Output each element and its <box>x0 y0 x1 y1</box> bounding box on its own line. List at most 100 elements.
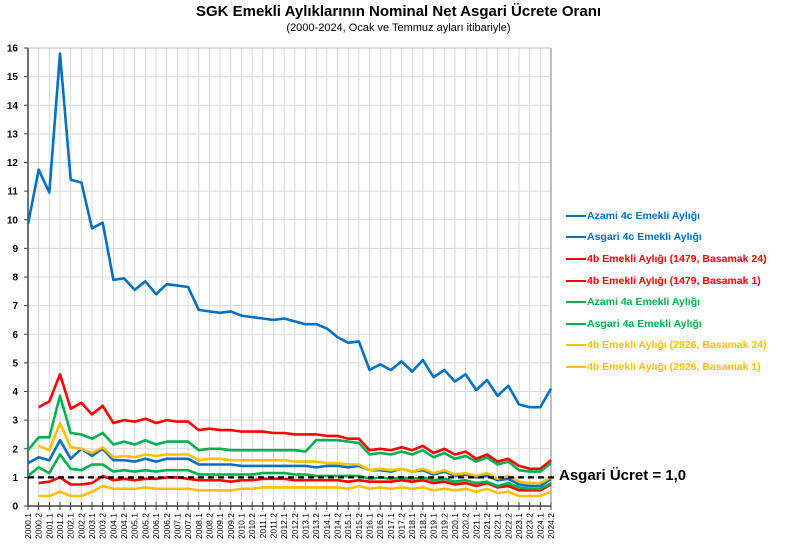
y-tick-label: 15 <box>7 72 19 83</box>
y-tick-label: 9 <box>12 244 18 255</box>
legend-label: 4b Emekli Aylığı (2926, Basamak 1) <box>587 360 761 373</box>
x-tick-label: 2014.2 <box>333 513 343 539</box>
x-tick-label: 2024.1 <box>535 513 545 539</box>
legend-label: Asgari 4c Emekli Aylığı <box>587 231 702 244</box>
y-tick-label: 8 <box>12 273 18 284</box>
y-tick-label: 5 <box>12 358 18 369</box>
x-tick-label: 2018.1 <box>407 513 417 539</box>
series-line-5 <box>26 394 552 473</box>
legend-item: 4b Emekli Aylığı (1479, Basamak 1) <box>566 270 767 292</box>
x-tick-label: 2007.1 <box>172 513 182 539</box>
x-tick-label: 2010.2 <box>247 513 257 539</box>
x-tick-label: 2006.2 <box>162 513 172 539</box>
x-tick-label: 2024.2 <box>546 513 556 539</box>
x-tick-label: 2021.1 <box>471 513 481 539</box>
legend-item: 4b Emekli Aylığı (1479, Basamak 24) <box>566 248 767 270</box>
legend-swatch <box>566 257 586 260</box>
x-tick-label: 2006.1 <box>151 513 161 539</box>
legend-item: 4b Emekli Aylığı (2926, Basamak 24) <box>566 335 767 357</box>
x-tick-label: 2015.1 <box>343 513 353 539</box>
legend-swatch <box>566 301 586 304</box>
series-line-6 <box>27 453 552 491</box>
x-tick-label: 2001.1 <box>44 513 54 539</box>
y-tick-label: 10 <box>7 215 19 226</box>
x-tick-label: 2023.2 <box>525 513 535 539</box>
x-tick-label: 2013.1 <box>301 513 311 539</box>
x-tick-label: 2020.2 <box>461 513 471 539</box>
y-tick-label: 3 <box>12 416 18 427</box>
x-tick-label: 2011.2 <box>268 513 278 539</box>
y-tick-label: 0 <box>12 502 18 513</box>
x-tick-label: 2016.1 <box>365 513 375 539</box>
x-tick-label: 2001.2 <box>55 513 65 539</box>
legend-item: Asgari 4c Emekli Aylığı <box>566 227 767 249</box>
x-tick-label: 2007.2 <box>183 513 193 539</box>
legend-swatch <box>566 279 586 282</box>
legend-item: Azami 4c Emekli Aylığı <box>566 205 767 227</box>
x-tick-label: 2008.2 <box>204 513 214 539</box>
legend-swatch <box>566 236 586 239</box>
x-tick-label: 2003.2 <box>98 513 108 539</box>
x-tick-label: 2000.2 <box>34 513 44 539</box>
x-tick-label: 2002.1 <box>66 513 76 539</box>
series-line-4 <box>38 474 552 492</box>
x-tick-label: 2009.2 <box>226 513 236 539</box>
x-tick-label: 2023.1 <box>514 513 524 539</box>
y-tick-label: 1 <box>12 473 18 484</box>
y-tick-label: 12 <box>7 158 19 169</box>
x-tick-label: 2017.1 <box>386 513 396 539</box>
x-tick-label: 2002.2 <box>76 513 86 539</box>
y-tick-label: 13 <box>7 129 19 140</box>
x-tick-label: 2017.2 <box>397 513 407 539</box>
x-tick-label: 2022.1 <box>493 513 503 539</box>
series-line-8 <box>38 484 552 498</box>
x-tick-label: 2015.2 <box>354 513 364 539</box>
legend-item: Azami 4a Emekli Aylığı <box>566 291 767 313</box>
legend-label: 4b Emekli Aylığı (2926, Basamak 24) <box>587 339 767 352</box>
x-tick-label: 2021.2 <box>482 513 492 539</box>
legend-label: Azami 4a Emekli Aylığı <box>587 296 701 309</box>
legend-label: 4b Emekli Aylığı (1479, Basamak 1) <box>587 274 761 287</box>
y-tick-label: 16 <box>7 44 19 55</box>
legend-item: 4b Emekli Aylığı (2926, Basamak 1) <box>566 356 767 378</box>
x-tick-label: 2003.1 <box>87 513 97 539</box>
x-tick-label: 2019.2 <box>439 513 449 539</box>
x-tick-label: 2004.1 <box>108 513 118 539</box>
series-line-7 <box>38 421 552 485</box>
x-tick-label: 2010.1 <box>236 513 246 539</box>
y-tick-label: 4 <box>12 387 18 398</box>
y-tick-label: 11 <box>7 187 18 198</box>
legend-swatch <box>566 214 586 217</box>
series-line-3 <box>38 373 552 471</box>
legend-label: 4b Emekli Aylığı (1479, Basamak 24) <box>587 252 767 265</box>
y-tick-label: 2 <box>12 444 18 455</box>
x-tick-label: 2022.2 <box>503 513 513 539</box>
x-tick-label: 2013.2 <box>311 513 321 539</box>
legend-swatch <box>566 344 586 347</box>
x-tick-label: 2012.1 <box>279 513 289 539</box>
y-tick-label: 7 <box>12 301 18 312</box>
x-tick-label: 2009.1 <box>215 513 225 539</box>
x-tick-label: 2016.2 <box>375 513 385 539</box>
y-tick-label: 14 <box>7 101 19 112</box>
chart-subtitle: (2000-2024, Ocak ve Temmuz ayları itibar… <box>286 22 511 34</box>
legend-label: Asgari 4a Emekli Aylığı <box>587 317 702 330</box>
chart-title: SGK Emekli Aylıklarının Nominal Net Asga… <box>195 3 602 20</box>
x-tick-label: 2000.1 <box>23 513 33 539</box>
series-line-1 <box>26 52 553 409</box>
legend: Azami 4c Emekli Aylığı Asgari 4c Emekli A… <box>566 205 767 378</box>
legend-swatch <box>566 365 586 368</box>
reference-line-label: Asgari Ücret = 1,0 <box>559 467 687 484</box>
x-tick-label: 2004.2 <box>119 513 129 539</box>
x-tick-label: 2014.1 <box>322 513 332 539</box>
x-tick-label: 2005.2 <box>140 513 150 539</box>
x-tick-label: 2019.1 <box>429 513 439 539</box>
legend-label: Azami 4c Emekli Aylığı <box>587 209 701 222</box>
x-tick-label: 2008.1 <box>194 513 204 539</box>
legend-swatch <box>566 322 586 325</box>
x-tick-label: 2020.1 <box>450 513 460 539</box>
y-tick-label: 6 <box>12 330 18 341</box>
series-line-2 <box>27 438 552 488</box>
x-tick-label: 2005.1 <box>130 513 140 539</box>
